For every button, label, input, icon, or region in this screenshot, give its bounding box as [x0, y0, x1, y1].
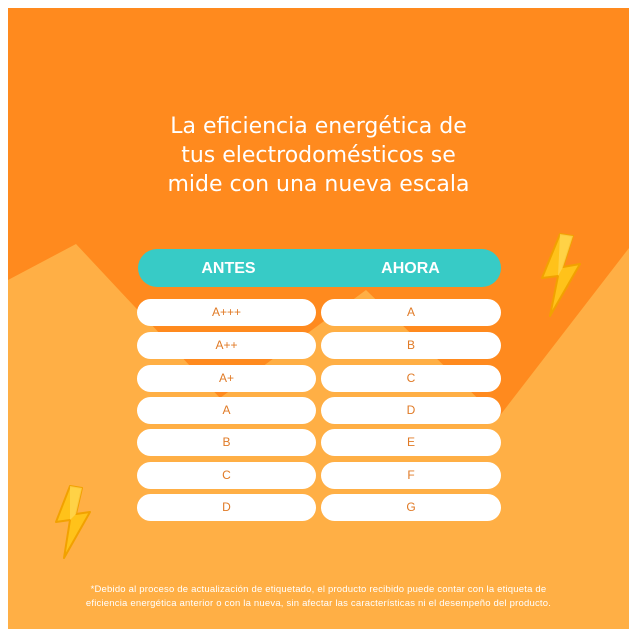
before-cell: B — [137, 429, 316, 456]
header-before: ANTES — [201, 260, 256, 277]
now-cell: A — [321, 299, 501, 326]
before-cell: D — [137, 494, 316, 521]
now-cell: C — [321, 365, 501, 392]
now-cell: E — [321, 429, 501, 456]
headline: La eficiencia energética de tus electrod… — [8, 112, 629, 199]
now-cell: D — [321, 397, 501, 424]
now-cell: G — [321, 494, 501, 521]
headline-line-1: La eficiencia energética de — [170, 114, 467, 139]
now-cell: F — [321, 462, 501, 489]
headline-line-2: tus electrodomésticos se — [181, 143, 456, 168]
header-now: AHORA — [381, 260, 440, 277]
before-cell: A+++ — [137, 299, 316, 326]
before-cell: A++ — [137, 332, 316, 359]
lightning-bolt-icon — [55, 485, 91, 559]
table-header: ANTES AHORA — [138, 249, 501, 287]
before-cell: A+ — [137, 365, 316, 392]
now-cell: B — [321, 332, 501, 359]
footnote: *Debido al proceso de actualización de e… — [16, 583, 621, 611]
headline-line-3: mide con una nueva escala — [167, 172, 470, 197]
infographic-panel: La eficiencia energética de tus electrod… — [8, 8, 629, 629]
footnote-line-2: eficiencia energética anterior o con la … — [85, 598, 552, 609]
before-cell: A — [137, 397, 316, 424]
lightning-bolt-icon — [541, 233, 581, 317]
footnote-line-1: *Debido al proceso de actualización de e… — [90, 584, 547, 595]
before-cell: C — [137, 462, 316, 489]
